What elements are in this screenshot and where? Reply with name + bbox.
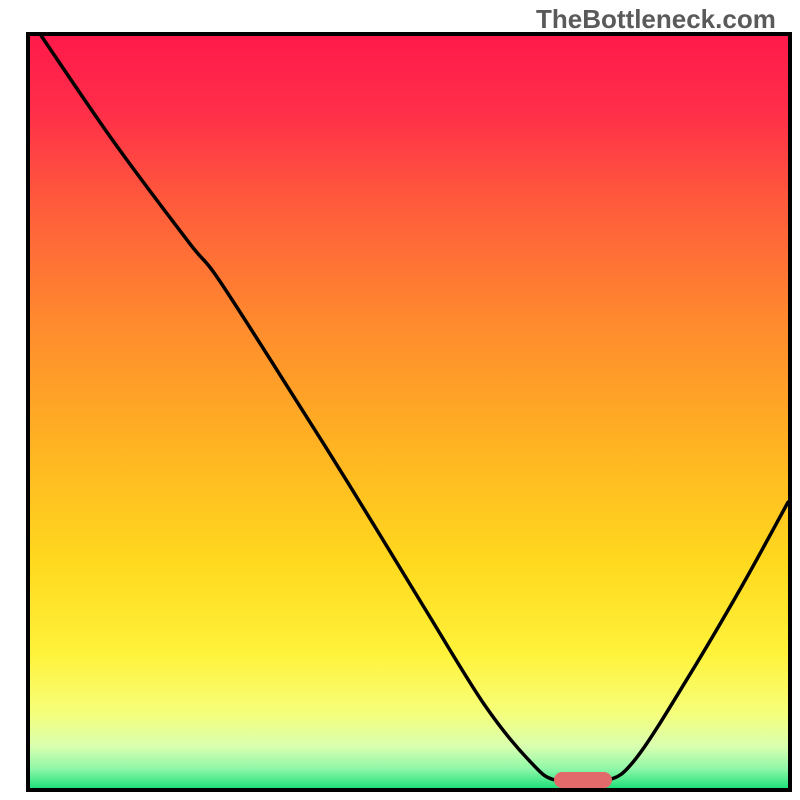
bottleneck-curve — [30, 36, 788, 788]
watermark-text: TheBottleneck.com — [536, 4, 776, 35]
plot-frame — [26, 32, 792, 792]
curve-path — [41, 36, 788, 783]
optimal-marker-pill — [554, 772, 612, 788]
